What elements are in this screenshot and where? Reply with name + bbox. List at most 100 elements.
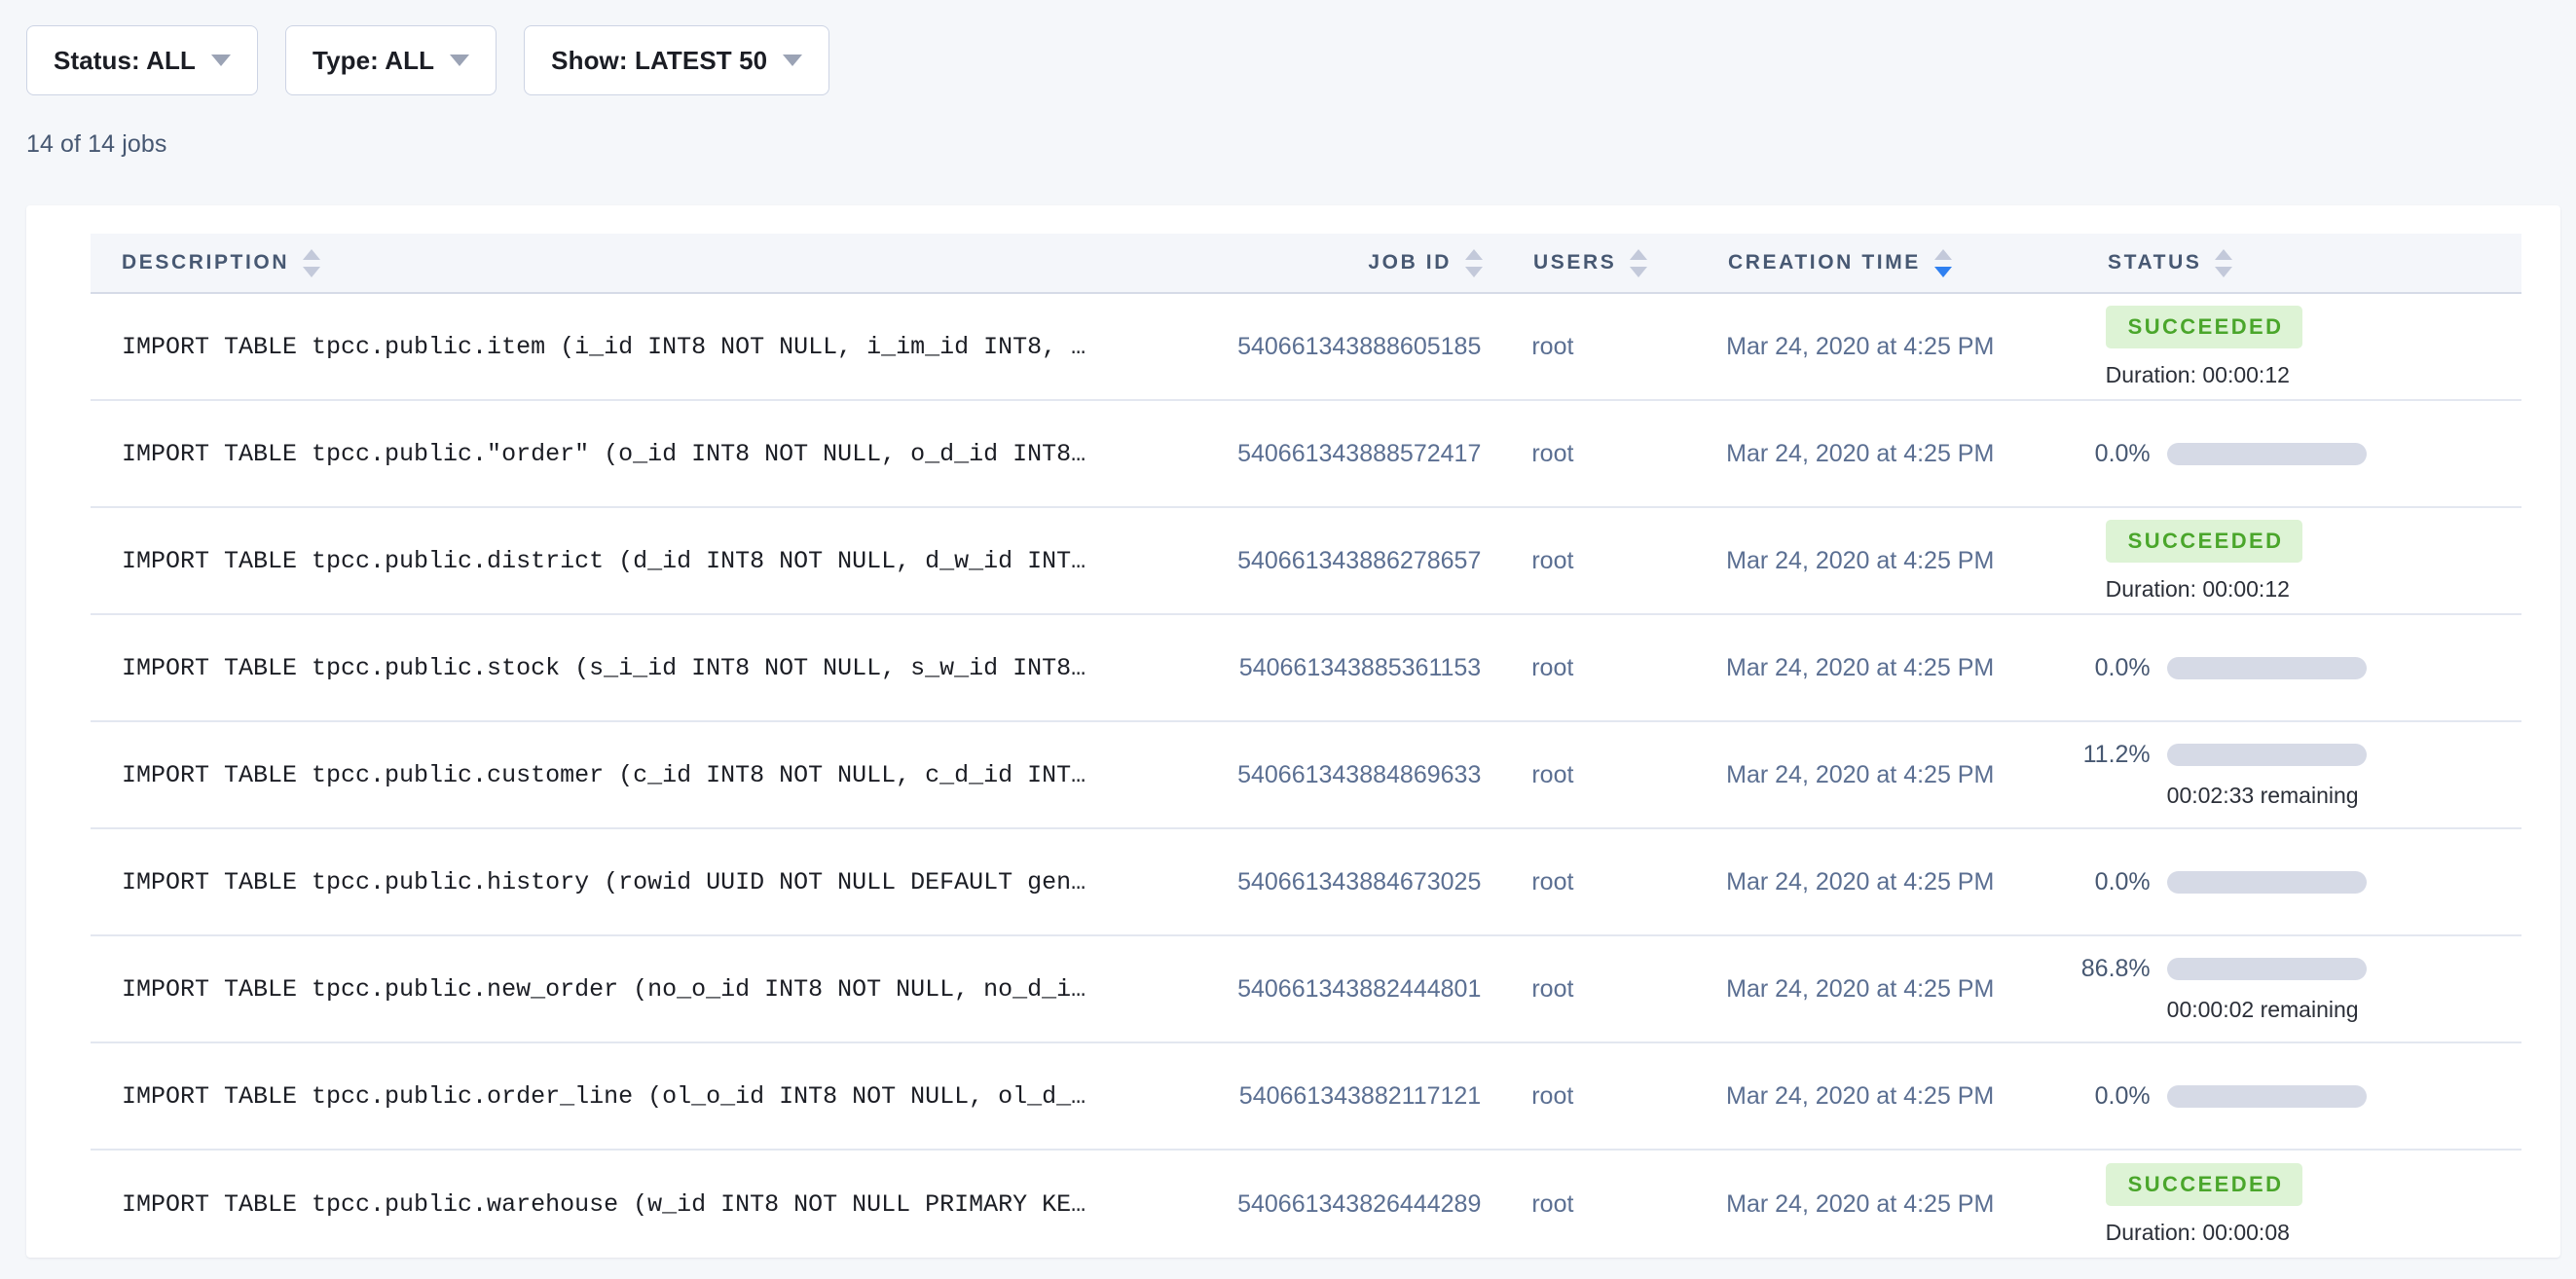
status-badge: SUCCEEDED — [2105, 1162, 2303, 1206]
job-id-link[interactable]: 540661343884869633 — [1237, 760, 1482, 788]
job-status-cell: 86.8% 00:00:02 remaining — [2055, 955, 2521, 1023]
progress-percent-label: 0.0% — [2094, 867, 2151, 895]
progress-row: 0.0% — [2065, 440, 2521, 468]
job-duration: Duration: 00:00:12 — [2105, 575, 2290, 602]
sort-toggle-icon[interactable] — [303, 248, 321, 277]
job-id-link[interactable]: 540661343885361153 — [1238, 653, 1482, 681]
job-user-link[interactable]: root — [1531, 974, 1574, 1003]
table-row[interactable]: IMPORT TABLE tpcc.public.warehouse (w_id… — [91, 1151, 2521, 1258]
table-body: IMPORT TABLE tpcc.public.item (i_id INT8… — [26, 294, 2560, 1258]
progress-bar — [2166, 958, 2367, 980]
chevron-down-icon — [211, 55, 232, 66]
job-description: IMPORT TABLE tpcc.public.order_line (ol_… — [122, 1081, 1086, 1111]
job-id-link[interactable]: 540661343882444801 — [1237, 974, 1482, 1003]
column-header-users[interactable]: USERS — [1483, 248, 1677, 277]
job-user-link[interactable]: root — [1531, 332, 1574, 360]
job-user-link[interactable]: root — [1531, 760, 1574, 788]
jobs-table-card: DESCRIPTION JOB ID USERS CREATION TIME STATU… — [26, 205, 2560, 1258]
type-filter-label: Type: ALL — [313, 45, 435, 75]
column-header-users-label: USERS — [1533, 251, 1617, 274]
job-user-link[interactable]: root — [1531, 439, 1574, 467]
job-user-link[interactable]: root — [1531, 653, 1574, 681]
table-row[interactable]: IMPORT TABLE tpcc.public.stock (s_i_id I… — [91, 615, 2521, 722]
job-creation-time: Mar 24, 2020 at 4:25 PM — [1726, 974, 1995, 1003]
progress-row: 0.0% — [2065, 868, 2521, 896]
job-id-link[interactable]: 540661343826444289 — [1237, 1189, 1482, 1218]
status-filter[interactable]: Status: ALL — [26, 25, 259, 95]
sort-descending-icon — [1465, 266, 1483, 277]
job-id-link[interactable]: 540661343886278657 — [1237, 546, 1482, 574]
show-filter[interactable]: Show: LATEST 50 — [524, 25, 830, 95]
chevron-down-icon — [783, 55, 803, 66]
job-description: IMPORT TABLE tpcc.public.new_order (no_o… — [122, 974, 1086, 1004]
table-row[interactable]: IMPORT TABLE tpcc.public."order" (o_id I… — [91, 401, 2521, 508]
job-creation-time: Mar 24, 2020 at 4:25 PM — [1726, 332, 1995, 360]
job-id-link[interactable]: 540661343888605185 — [1237, 332, 1482, 360]
progress-percent-label: 11.2% — [2082, 741, 2151, 768]
column-header-description[interactable]: DESCRIPTION — [91, 248, 1239, 277]
progress-bar — [2166, 744, 2367, 766]
job-id-link[interactable]: 540661343884673025 — [1237, 867, 1482, 895]
filter-bar: Status: ALL Type: ALL Show: LATEST 50 — [0, 0, 2576, 95]
job-creation-time: Mar 24, 2020 at 4:25 PM — [1726, 1189, 1995, 1218]
table-row[interactable]: IMPORT TABLE tpcc.public.customer (c_id … — [91, 722, 2521, 829]
sort-toggle-icon[interactable] — [2215, 248, 2233, 277]
job-creation-time: Mar 24, 2020 at 4:25 PM — [1726, 760, 1995, 788]
progress-row: 11.2% — [2065, 741, 2521, 769]
job-duration: Duration: 00:00:12 — [2105, 361, 2290, 387]
table-row[interactable]: IMPORT TABLE tpcc.public.order_line (ol_… — [91, 1043, 2521, 1151]
jobs-count: 14 of 14 jobs — [26, 130, 167, 158]
table-row[interactable]: IMPORT TABLE tpcc.public.item (i_id INT8… — [91, 294, 2521, 401]
job-description: IMPORT TABLE tpcc.public.history (rowid … — [122, 867, 1086, 896]
table-row[interactable]: IMPORT TABLE tpcc.public.history (rowid … — [91, 829, 2521, 936]
job-id-link[interactable]: 540661343882117121 — [1238, 1081, 1482, 1110]
sort-toggle-icon[interactable] — [1630, 248, 1648, 277]
sort-descending-icon — [303, 266, 321, 277]
job-status-cell: SUCCEEDED Duration: 00:00:08 — [2055, 1162, 2521, 1246]
table-row[interactable]: IMPORT TABLE tpcc.public.new_order (no_o… — [91, 936, 2521, 1043]
sort-descending-icon — [2215, 266, 2233, 277]
job-user-link[interactable]: root — [1531, 1189, 1574, 1218]
progress-bar — [2166, 1084, 2367, 1108]
column-header-job-id[interactable]: JOB ID — [1239, 248, 1483, 277]
job-creation-time: Mar 24, 2020 at 4:25 PM — [1726, 439, 1995, 467]
column-header-description-label: DESCRIPTION — [122, 251, 290, 274]
job-description: IMPORT TABLE tpcc.public.stock (s_i_id I… — [122, 653, 1086, 682]
job-user-link[interactable]: root — [1531, 1081, 1574, 1110]
column-header-creation-time[interactable]: CREATION TIME — [1677, 248, 2057, 277]
type-filter[interactable]: Type: ALL — [285, 25, 497, 95]
job-description: IMPORT TABLE tpcc.public."order" (o_id I… — [122, 439, 1086, 468]
job-user-link[interactable]: root — [1531, 867, 1574, 895]
sort-ascending-icon — [1630, 248, 1648, 260]
job-id-link[interactable]: 540661343888572417 — [1237, 439, 1482, 467]
sort-descending-icon — [1933, 266, 1952, 277]
job-user-link[interactable]: root — [1531, 546, 1574, 574]
progress-percent-label: 0.0% — [2094, 1081, 2151, 1110]
job-status-cell: 0.0% — [2055, 654, 2521, 682]
job-description: IMPORT TABLE tpcc.public.warehouse (w_id… — [122, 1189, 1086, 1219]
chevron-down-icon — [450, 55, 470, 66]
show-filter-label: Show: LATEST 50 — [551, 45, 768, 75]
sort-ascending-icon — [1933, 248, 1952, 260]
table-row[interactable]: IMPORT TABLE tpcc.public.district (d_id … — [91, 508, 2521, 615]
job-creation-time: Mar 24, 2020 at 4:25 PM — [1726, 653, 1995, 681]
sort-ascending-icon — [303, 248, 321, 260]
job-status-cell: SUCCEEDED Duration: 00:00:12 — [2055, 305, 2521, 388]
column-header-status[interactable]: STATUS — [2057, 248, 2349, 277]
column-header-job-id-label: JOB ID — [1368, 251, 1452, 274]
job-creation-time: Mar 24, 2020 at 4:25 PM — [1726, 867, 1995, 895]
sort-descending-icon — [1630, 266, 1648, 277]
job-creation-time: Mar 24, 2020 at 4:25 PM — [1726, 1081, 1995, 1110]
jobs-table: DESCRIPTION JOB ID USERS CREATION TIME STATU… — [26, 234, 2560, 1258]
sort-ascending-icon — [1465, 248, 1483, 260]
column-header-creation-time-label: CREATION TIME — [1728, 251, 1921, 274]
sort-ascending-icon — [2215, 248, 2233, 260]
status-badge: SUCCEEDED — [2105, 305, 2303, 348]
progress-row: 86.8% — [2065, 955, 2521, 983]
column-header-status-label: STATUS — [2108, 251, 2202, 274]
sort-toggle-icon[interactable] — [1465, 248, 1483, 277]
progress-row: 0.0% — [2065, 654, 2521, 682]
sort-toggle-icon[interactable] — [1933, 248, 1952, 277]
job-status-cell: 11.2% 00:02:33 remaining — [2055, 741, 2521, 809]
